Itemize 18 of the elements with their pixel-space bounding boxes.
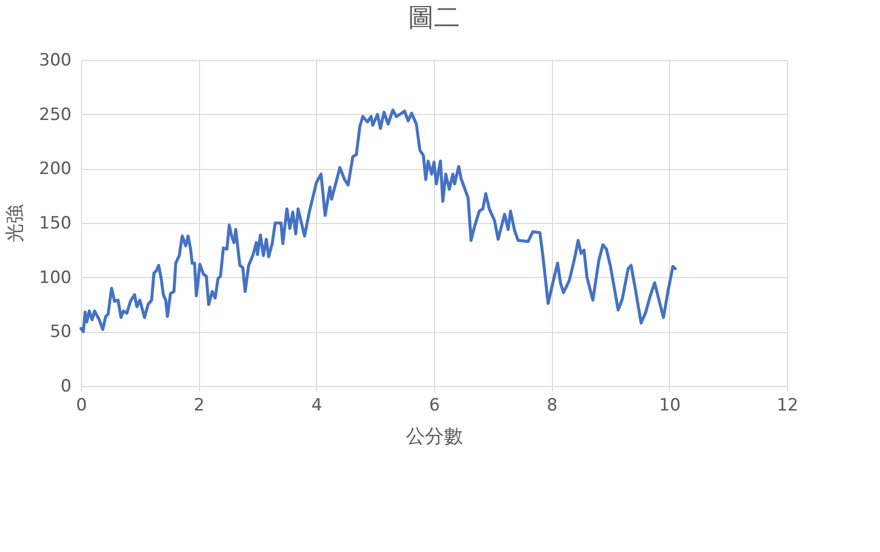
y-tick-label: 100 [39,268,72,288]
y-tick-label: 150 [39,214,72,234]
line-series [80,108,677,334]
x-tick-label: 12 [776,396,798,416]
x-tick-label: 8 [546,396,558,416]
y-tick-label: 50 [50,322,72,342]
x-tick-label: 0 [76,396,87,416]
y-axis-title: 光強 [4,204,26,242]
y-tick-label: 250 [39,104,72,125]
y-tick-label: 200 [39,159,72,180]
x-tick-label: 10 [659,396,681,416]
y-tick-label: 0 [60,376,72,396]
x-tick-label: 6 [429,396,440,416]
chart-title: 圖二 [408,3,460,33]
x-tick-label: 2 [194,396,205,416]
x-axis-title: 公分數 [406,426,463,448]
x-tick-label: 4 [311,396,322,416]
y-tick-label: 300 [39,50,72,70]
